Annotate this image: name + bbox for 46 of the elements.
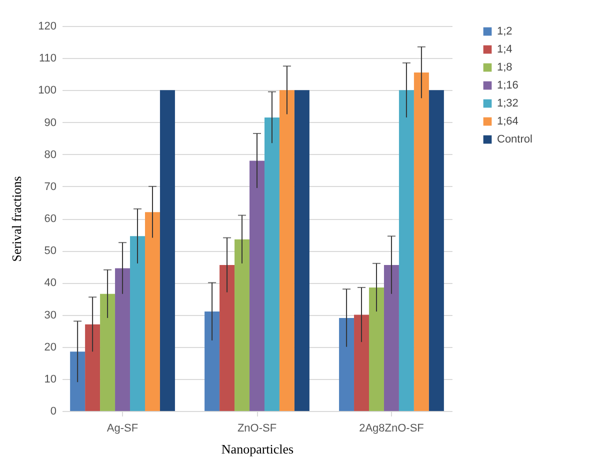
y-tick-label: 80 bbox=[44, 148, 56, 161]
legend-label: 1;8 bbox=[497, 62, 512, 74]
bar bbox=[414, 72, 429, 411]
y-tick-label: 40 bbox=[44, 277, 56, 290]
x-tick-label: Ag-SF bbox=[106, 422, 138, 434]
legend-label: 1;16 bbox=[497, 80, 518, 92]
y-tick-label: 10 bbox=[44, 373, 56, 386]
bar bbox=[354, 314, 370, 411]
y-tick-label: 60 bbox=[44, 213, 56, 225]
bar bbox=[100, 294, 116, 411]
bar bbox=[85, 324, 100, 411]
y-tick-label: 70 bbox=[44, 180, 56, 193]
legend-label: 1;4 bbox=[497, 44, 512, 56]
legend-label: 1;2 bbox=[497, 26, 512, 38]
y-tick-label: 90 bbox=[44, 116, 56, 129]
y-tick-label: 110 bbox=[38, 52, 56, 65]
bar bbox=[144, 212, 160, 411]
x-axis-title: Nanoparticles bbox=[221, 442, 294, 456]
bar bbox=[160, 90, 175, 411]
y-tick-label: 20 bbox=[44, 341, 56, 354]
bar bbox=[70, 352, 86, 411]
y-tick-label: 100 bbox=[38, 84, 56, 97]
bar bbox=[234, 239, 250, 411]
bar bbox=[264, 117, 280, 411]
bar bbox=[130, 236, 145, 411]
bar bbox=[279, 90, 294, 411]
y-axis-title: Serival fractions bbox=[9, 176, 24, 262]
x-tick-label: 2Ag8ZnO-SF bbox=[359, 422, 424, 434]
legend-label: 1;32 bbox=[497, 98, 518, 110]
bar bbox=[369, 287, 384, 411]
bar bbox=[220, 265, 235, 411]
bar bbox=[398, 90, 414, 411]
y-tick-label: 30 bbox=[44, 309, 56, 322]
bar bbox=[294, 90, 310, 411]
y-tick-label: 120 bbox=[38, 20, 56, 32]
y-tick-label: 50 bbox=[44, 245, 56, 258]
bar bbox=[204, 312, 220, 411]
y-tick-label: 0 bbox=[50, 406, 56, 418]
legend-label: 1;64 bbox=[497, 116, 518, 128]
bar bbox=[339, 318, 354, 411]
bar bbox=[428, 90, 444, 411]
legend-label: Control bbox=[497, 134, 532, 146]
bar bbox=[250, 160, 264, 411]
x-tick-label: ZnO-SF bbox=[237, 422, 277, 434]
bar bbox=[384, 265, 399, 411]
bar bbox=[115, 268, 130, 411]
